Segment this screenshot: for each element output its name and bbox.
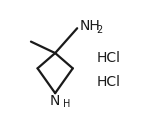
Text: N: N — [50, 94, 60, 108]
Text: HCl: HCl — [97, 51, 121, 65]
Text: H: H — [63, 99, 70, 109]
Text: HCl: HCl — [97, 75, 121, 89]
Text: NH: NH — [79, 19, 100, 33]
Text: 2: 2 — [96, 25, 103, 35]
